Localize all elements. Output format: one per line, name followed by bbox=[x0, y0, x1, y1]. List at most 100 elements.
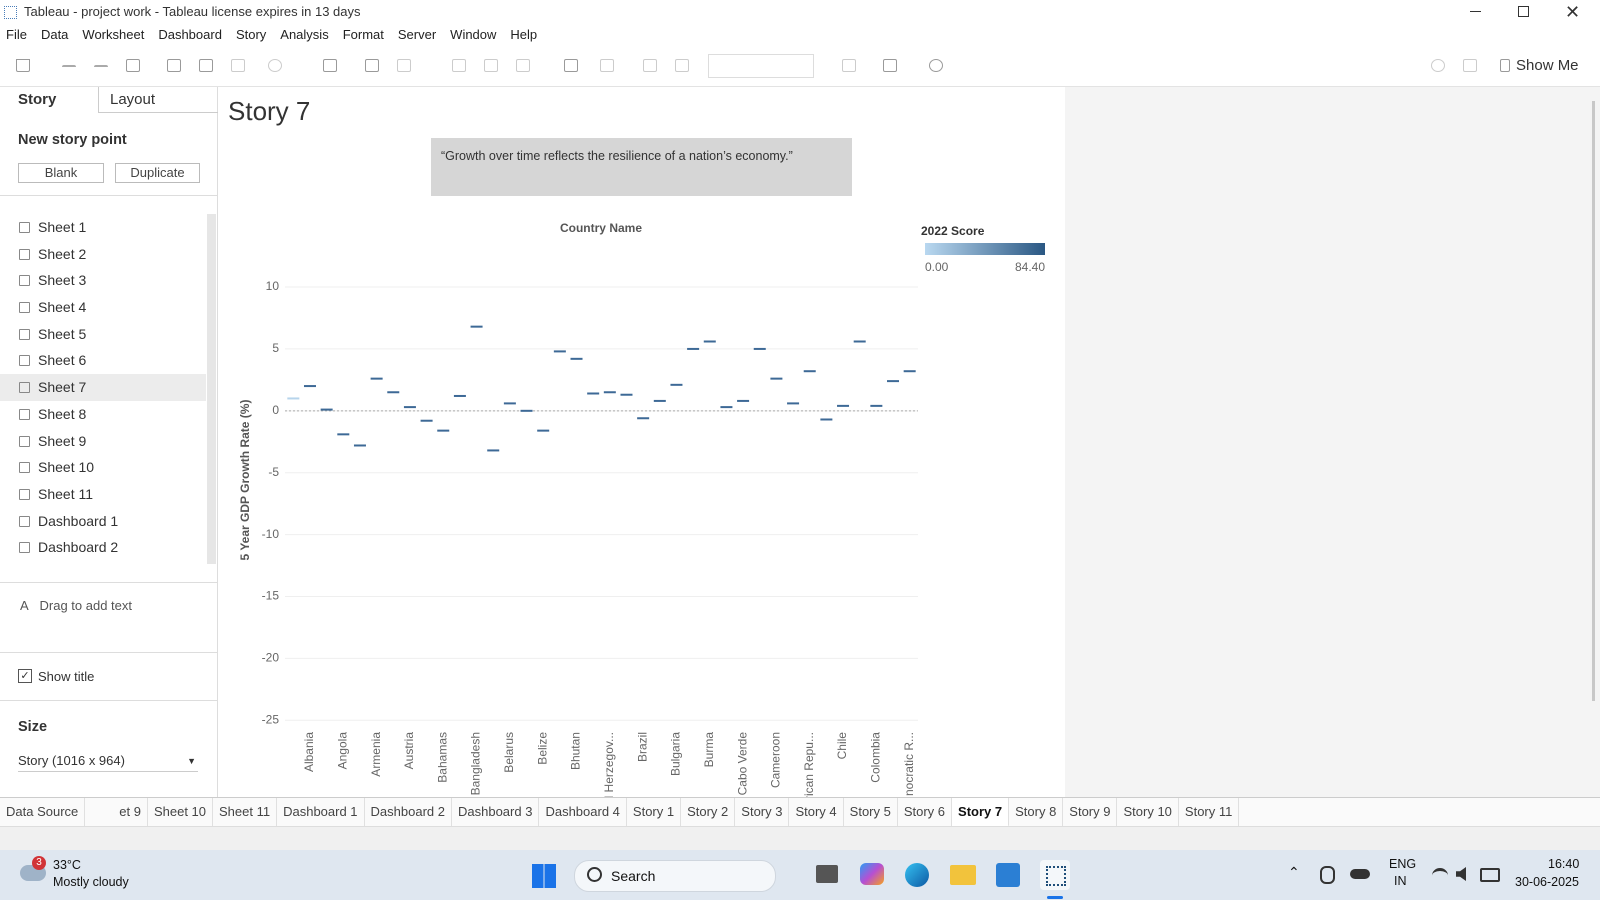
clear[interactable] bbox=[397, 59, 411, 72]
sheet-tab[interactable]: Sheet 11 bbox=[213, 798, 278, 827]
tool[interactable] bbox=[126, 59, 140, 72]
story-caption[interactable]: “Growth over time reflects the resilienc… bbox=[431, 138, 852, 196]
show-me-icon[interactable] bbox=[1500, 59, 1510, 72]
sheet-tab[interactable]: Story 8 bbox=[1009, 798, 1064, 827]
app[interactable] bbox=[860, 863, 884, 885]
new-sheet[interactable] bbox=[323, 59, 337, 72]
scrollbar[interactable] bbox=[1592, 101, 1595, 701]
sheet-tab[interactable]: Story 9 bbox=[1063, 798, 1118, 827]
pin[interactable] bbox=[675, 59, 689, 72]
button[interactable]: Blank bbox=[18, 163, 104, 183]
minimize[interactable] bbox=[1470, 11, 1481, 12]
restore[interactable] bbox=[1518, 6, 1529, 17]
swap[interactable] bbox=[452, 59, 466, 72]
sheet-tab[interactable]: Story 10 bbox=[1117, 798, 1179, 827]
sheet-tab[interactable]: Story 5 bbox=[844, 798, 898, 827]
menu-item[interactable]: Analysis bbox=[280, 27, 329, 42]
start[interactable] bbox=[532, 864, 556, 888]
sheet-tab[interactable]: Sheet 10 bbox=[148, 798, 213, 827]
sort-desc[interactable] bbox=[516, 59, 530, 72]
x-tick-label: Colombia bbox=[869, 732, 883, 783]
sheet-tab[interactable]: Dashboard 1 bbox=[277, 798, 365, 827]
search-box[interactable]: Search bbox=[574, 860, 776, 892]
sheet-tab[interactable]: Dashboard 2 bbox=[365, 798, 452, 827]
button[interactable]: Duplicate bbox=[115, 163, 200, 183]
tool[interactable] bbox=[1431, 59, 1445, 72]
app-active[interactable] bbox=[1040, 860, 1070, 899]
group[interactable] bbox=[600, 59, 614, 72]
menu-item[interactable]: Help bbox=[510, 27, 538, 42]
battery[interactable] bbox=[1480, 868, 1500, 882]
scrollbar[interactable] bbox=[207, 214, 216, 564]
save[interactable] bbox=[167, 59, 181, 72]
sheet-tab[interactable]: Story 6 bbox=[898, 798, 953, 827]
app[interactable] bbox=[996, 863, 1020, 887]
presentation[interactable] bbox=[883, 59, 897, 72]
wifi[interactable] bbox=[1432, 868, 1448, 883]
sheet-tab[interactable]: Dashboard 4 bbox=[539, 798, 627, 827]
sheet-item[interactable]: Sheet 8 bbox=[0, 401, 206, 428]
sheet-tab[interactable]: Story 3 bbox=[735, 798, 790, 827]
menu-item[interactable]: File bbox=[6, 27, 27, 42]
menu-item[interactable]: Data bbox=[40, 27, 69, 42]
sheet-tab[interactable]: Story 2 bbox=[681, 798, 736, 827]
onedrive[interactable] bbox=[1350, 869, 1370, 879]
sheet-item[interactable]: Sheet 11 bbox=[0, 481, 206, 508]
share[interactable] bbox=[929, 59, 943, 72]
app[interactable] bbox=[950, 865, 976, 885]
sheet-item[interactable]: Sheet 9 bbox=[0, 428, 206, 455]
tool[interactable] bbox=[231, 59, 245, 72]
sheet-tab[interactable]: Story 4 bbox=[789, 798, 844, 827]
menu-item[interactable]: Server bbox=[397, 27, 437, 42]
close[interactable]: ✕ bbox=[1565, 2, 1581, 22]
sheet-item[interactable]: Sheet 4 bbox=[0, 294, 206, 321]
sheet-tab[interactable]: Story 1 bbox=[627, 798, 682, 827]
refresh[interactable] bbox=[268, 59, 282, 72]
duplicate[interactable] bbox=[365, 59, 379, 72]
size-dropdown[interactable]: Story (1016 x 964) ▼ bbox=[18, 753, 198, 772]
home[interactable] bbox=[16, 59, 30, 72]
undo[interactable] bbox=[62, 65, 76, 78]
sheet-item[interactable]: Sheet 5 bbox=[0, 321, 206, 348]
show-me[interactable]: Show Me bbox=[1516, 57, 1579, 74]
language[interactable]: ENG bbox=[1389, 857, 1417, 871]
highlight[interactable] bbox=[564, 59, 578, 72]
sheet-tab[interactable]: Story 7 bbox=[952, 798, 1010, 827]
redo[interactable] bbox=[94, 65, 108, 78]
sheet-tab[interactable]: Dashboard 3 bbox=[452, 798, 540, 827]
region[interactable]: IN bbox=[1394, 874, 1407, 888]
new-datasource[interactable] bbox=[199, 59, 213, 72]
labels[interactable] bbox=[643, 59, 657, 72]
sheet-tab[interactable]: et 9 bbox=[113, 798, 148, 827]
sheet-item[interactable]: Dashboard 2 bbox=[0, 534, 206, 561]
sort-asc[interactable] bbox=[484, 59, 498, 72]
checkbox[interactable]: ✓ bbox=[18, 669, 32, 683]
tray-icon[interactable] bbox=[1320, 866, 1335, 884]
tool[interactable] bbox=[1463, 59, 1477, 72]
sheet-item[interactable]: Sheet 10 bbox=[0, 454, 206, 481]
app[interactable] bbox=[905, 863, 929, 887]
menu-item[interactable]: Story bbox=[235, 27, 267, 42]
clock-date[interactable]: 30-06-2025 bbox=[1515, 875, 1579, 889]
clock-time[interactable]: 16:40 bbox=[1548, 857, 1580, 871]
tray-chevron[interactable]: ⌃ bbox=[1288, 864, 1300, 880]
volume[interactable] bbox=[1456, 867, 1466, 881]
sheet-item[interactable]: Sheet 3 bbox=[0, 267, 206, 294]
menu-item[interactable]: Window bbox=[450, 27, 497, 42]
drag-text[interactable]: A Drag to add text bbox=[20, 598, 133, 613]
sheet-item[interactable]: Sheet 1 bbox=[0, 214, 206, 241]
sheet-tab[interactable]: Story 11 bbox=[1179, 798, 1240, 827]
cards[interactable] bbox=[842, 59, 856, 72]
sheet-item[interactable]: Sheet 2 bbox=[0, 241, 206, 268]
sheet-item[interactable]: Sheet 6 bbox=[0, 347, 206, 374]
sheet-item[interactable]: Sheet 7 bbox=[0, 374, 206, 401]
sheet-item[interactable]: Dashboard 1 bbox=[0, 508, 206, 535]
fit-dropdown[interactable] bbox=[708, 54, 814, 78]
menu-item[interactable]: Format bbox=[342, 27, 384, 42]
menu-item[interactable]: Worksheet bbox=[82, 27, 145, 42]
app[interactable] bbox=[816, 865, 838, 883]
side-tab[interactable]: Layout bbox=[110, 91, 156, 108]
menu-item[interactable]: Dashboard bbox=[158, 27, 222, 42]
side-tab[interactable]: Story bbox=[18, 91, 57, 108]
sheet-tab[interactable]: Data Source bbox=[0, 798, 86, 827]
